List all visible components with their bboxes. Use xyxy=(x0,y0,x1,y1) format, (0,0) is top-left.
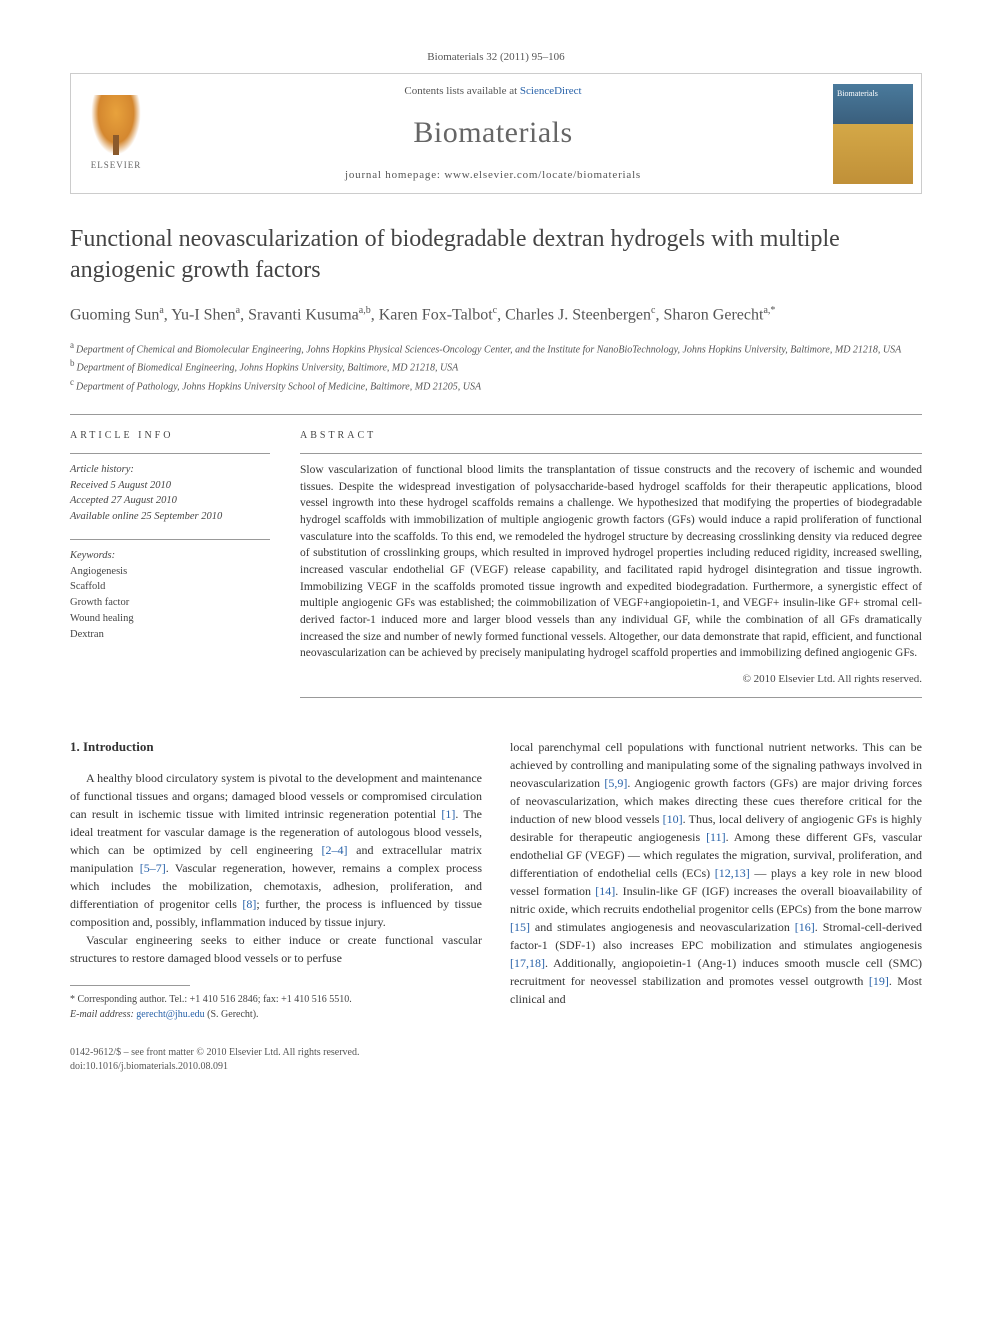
article-title: Functional neovascularization of biodegr… xyxy=(70,224,922,286)
footnote-divider xyxy=(70,985,190,986)
article-info-row: ARTICLE INFO Article history: Received 5… xyxy=(70,429,922,708)
article-info-heading: ARTICLE INFO xyxy=(70,429,270,443)
body-p3: local parenchymal cell populations with … xyxy=(510,738,922,1008)
history-received: Received 5 August 2010 xyxy=(70,478,270,494)
ref-link[interactable]: [19] xyxy=(869,974,889,988)
authors-line: Guoming Suna, Yu-I Shena, Sravanti Kusum… xyxy=(70,303,922,327)
homepage-line: journal homepage: www.elsevier.com/locat… xyxy=(161,168,825,183)
keywords-block: Keywords: Angiogenesis Scaffold Growth f… xyxy=(70,548,270,643)
divider-top xyxy=(70,414,922,415)
body-columns: 1. Introduction A healthy blood circulat… xyxy=(70,738,922,1021)
section-heading-intro: 1. Introduction xyxy=(70,738,482,756)
header-center: Contents lists available at ScienceDirec… xyxy=(161,74,825,193)
keyword-3: Wound healing xyxy=(70,611,270,627)
affiliations-block: aDepartment of Chemical and Biomolecular… xyxy=(70,339,922,394)
ref-link[interactable]: [1] xyxy=(441,807,455,821)
email-suffix: (S. Gerecht). xyxy=(205,1009,259,1020)
ref-link[interactable]: [11] xyxy=(706,830,726,844)
ref-link[interactable]: [17,18] xyxy=(510,956,545,970)
history-online: Available online 25 September 2010 xyxy=(70,509,270,525)
divider-right-1 xyxy=(300,453,922,454)
body-text-left: A healthy blood circulatory system is pi… xyxy=(70,769,482,967)
body-p1: A healthy blood circulatory system is pi… xyxy=(70,769,482,931)
cover-label: Biomaterials xyxy=(837,88,878,99)
keyword-0: Angiogenesis xyxy=(70,564,270,580)
elsevier-label: ELSEVIER xyxy=(91,159,142,172)
keywords-label: Keywords: xyxy=(70,548,270,564)
page-container: Biomaterials 32 (2011) 95–106 ELSEVIER C… xyxy=(0,0,992,1124)
history-accepted: Accepted 27 August 2010 xyxy=(70,493,270,509)
keyword-4: Dextran xyxy=(70,627,270,643)
body-col-right: local parenchymal cell populations with … xyxy=(510,738,922,1021)
history-block: Article history: Received 5 August 2010 … xyxy=(70,462,270,525)
homepage-link[interactable]: www.elsevier.com/locate/biomaterials xyxy=(444,169,641,181)
body-p2: Vascular engineering seeks to either ind… xyxy=(70,931,482,967)
ref-link[interactable]: [5,9] xyxy=(604,776,627,790)
divider-right-2 xyxy=(300,697,922,698)
affiliation-c: cDepartment of Pathology, Johns Hopkins … xyxy=(70,376,922,394)
contents-line: Contents lists available at ScienceDirec… xyxy=(161,84,825,99)
homepage-prefix: journal homepage: xyxy=(345,169,444,181)
ref-link[interactable]: [15] xyxy=(510,920,530,934)
ref-link[interactable]: [12,13] xyxy=(715,866,750,880)
footer-line-2: doi:10.1016/j.biomaterials.2010.08.091 xyxy=(70,1060,922,1074)
ref-link[interactable]: [14] xyxy=(595,884,615,898)
ref-link[interactable]: [5–7] xyxy=(140,861,166,875)
footer-line-1: 0142-9612/$ – see front matter © 2010 El… xyxy=(70,1046,922,1060)
abstract-heading: ABSTRACT xyxy=(300,429,922,443)
abstract-block: ABSTRACT Slow vascularization of functio… xyxy=(300,429,922,708)
email-label: E-mail address: xyxy=(70,1009,136,1020)
contents-prefix: Contents lists available at xyxy=(404,85,519,97)
citation-line: Biomaterials 32 (2011) 95–106 xyxy=(70,50,922,65)
ref-link[interactable]: [10] xyxy=(663,812,683,826)
ref-link[interactable]: [8] xyxy=(242,897,256,911)
elsevier-logo-block: ELSEVIER xyxy=(71,79,161,189)
abstract-text: Slow vascularization of functional blood… xyxy=(300,462,922,662)
affiliation-a: aDepartment of Chemical and Biomolecular… xyxy=(70,339,922,357)
corresponding-author: * Corresponding author. Tel.: +1 410 516… xyxy=(70,992,482,1007)
body-col-left: 1. Introduction A healthy blood circulat… xyxy=(70,738,482,1021)
journal-header: ELSEVIER Contents lists available at Sci… xyxy=(70,73,922,194)
journal-name: Biomaterials xyxy=(161,112,825,154)
affiliation-b: bDepartment of Biomedical Engineering, J… xyxy=(70,357,922,375)
copyright-line: © 2010 Elsevier Ltd. All rights reserved… xyxy=(300,672,922,687)
email-line: E-mail address: gerecht@jhu.edu (S. Gere… xyxy=(70,1007,482,1022)
sciencedirect-link[interactable]: ScienceDirect xyxy=(520,85,582,97)
ref-link[interactable]: [16] xyxy=(795,920,815,934)
ref-link[interactable]: [2–4] xyxy=(322,843,348,857)
journal-cover-thumb: Biomaterials xyxy=(833,84,913,184)
keyword-2: Growth factor xyxy=(70,595,270,611)
footnote-block: * Corresponding author. Tel.: +1 410 516… xyxy=(70,992,482,1022)
email-link[interactable]: gerecht@jhu.edu xyxy=(136,1009,204,1020)
keyword-1: Scaffold xyxy=(70,579,270,595)
body-text-right: local parenchymal cell populations with … xyxy=(510,738,922,1008)
article-info-left: ARTICLE INFO Article history: Received 5… xyxy=(70,429,270,708)
footer-block: 0142-9612/$ – see front matter © 2010 El… xyxy=(70,1046,922,1074)
history-label: Article history: xyxy=(70,462,270,478)
divider-left-1 xyxy=(70,453,270,454)
divider-left-2 xyxy=(70,539,270,540)
elsevier-tree-icon xyxy=(91,95,141,155)
